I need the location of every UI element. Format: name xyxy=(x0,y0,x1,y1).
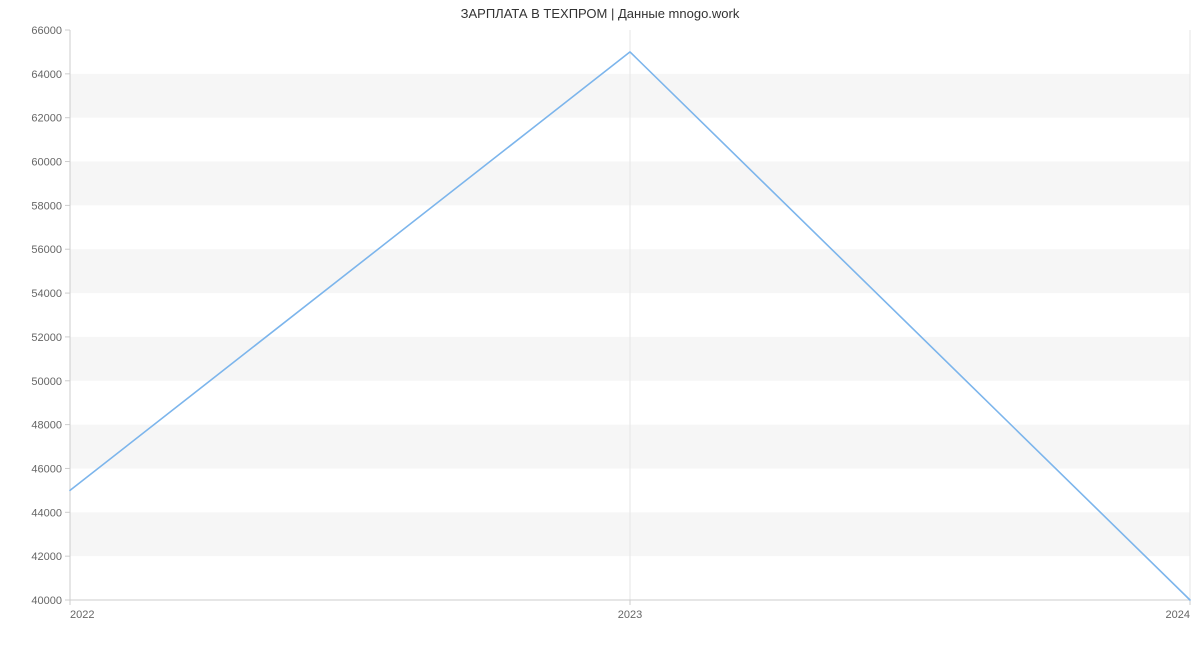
salary-chart: ЗАРПЛАТА В ТЕХПРОМ | Данные mnogo.work 4… xyxy=(0,0,1200,650)
x-tick-label: 2024 xyxy=(1166,609,1190,621)
y-tick-label: 60000 xyxy=(31,157,62,169)
x-tick-label: 2022 xyxy=(70,609,94,621)
y-tick-label: 62000 xyxy=(31,113,62,125)
y-tick-label: 54000 xyxy=(31,288,62,300)
y-tick-label: 44000 xyxy=(31,507,62,519)
y-tick-label: 56000 xyxy=(31,244,62,256)
y-tick-label: 58000 xyxy=(31,200,62,212)
y-tick-label: 42000 xyxy=(31,551,62,563)
y-tick-label: 48000 xyxy=(31,420,62,432)
y-tick-label: 40000 xyxy=(31,595,62,607)
y-tick-label: 46000 xyxy=(31,463,62,475)
x-tick-label: 2023 xyxy=(618,609,642,621)
y-tick-label: 52000 xyxy=(31,332,62,344)
chart-svg: 40000 42000 44000 46000 48000 50000 52000 54000… xyxy=(0,0,1200,650)
y-tick-label: 50000 xyxy=(31,376,62,388)
y-tick-label: 66000 xyxy=(31,25,62,37)
y-tick-label: 64000 xyxy=(31,69,62,81)
